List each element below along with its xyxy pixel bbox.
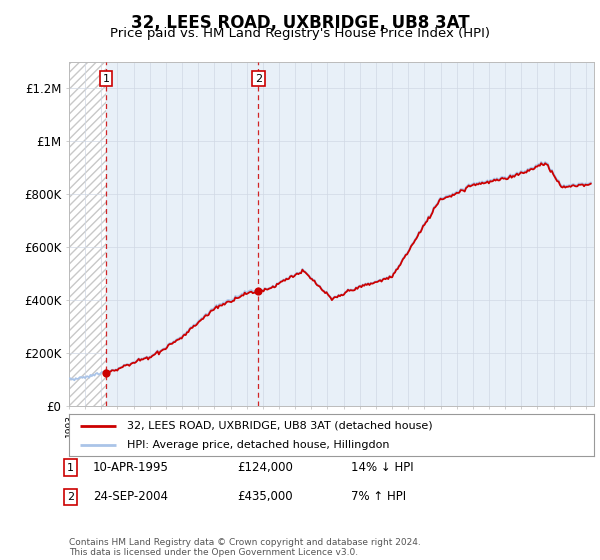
Text: 2: 2 xyxy=(67,492,74,502)
Text: 2: 2 xyxy=(255,74,262,83)
Text: Price paid vs. HM Land Registry's House Price Index (HPI): Price paid vs. HM Land Registry's House … xyxy=(110,27,490,40)
Bar xyxy=(69,62,106,406)
Text: 1: 1 xyxy=(103,74,109,83)
Text: 7% ↑ HPI: 7% ↑ HPI xyxy=(351,490,406,503)
Text: HPI: Average price, detached house, Hillingdon: HPI: Average price, detached house, Hill… xyxy=(127,440,389,450)
Text: 1: 1 xyxy=(67,463,74,473)
Text: 10-APR-1995: 10-APR-1995 xyxy=(93,461,169,474)
Text: 32, LEES ROAD, UXBRIDGE, UB8 3AT: 32, LEES ROAD, UXBRIDGE, UB8 3AT xyxy=(131,14,469,32)
Point xyxy=(101,368,110,377)
Bar xyxy=(69,62,106,406)
Text: £124,000: £124,000 xyxy=(237,461,293,474)
Bar xyxy=(106,62,594,406)
Text: 24-SEP-2004: 24-SEP-2004 xyxy=(93,490,168,503)
Text: 32, LEES ROAD, UXBRIDGE, UB8 3AT (detached house): 32, LEES ROAD, UXBRIDGE, UB8 3AT (detach… xyxy=(127,421,433,431)
Text: Contains HM Land Registry data © Crown copyright and database right 2024.
This d: Contains HM Land Registry data © Crown c… xyxy=(69,538,421,557)
Text: 14% ↓ HPI: 14% ↓ HPI xyxy=(351,461,413,474)
Text: £435,000: £435,000 xyxy=(237,490,293,503)
Point xyxy=(254,286,263,295)
